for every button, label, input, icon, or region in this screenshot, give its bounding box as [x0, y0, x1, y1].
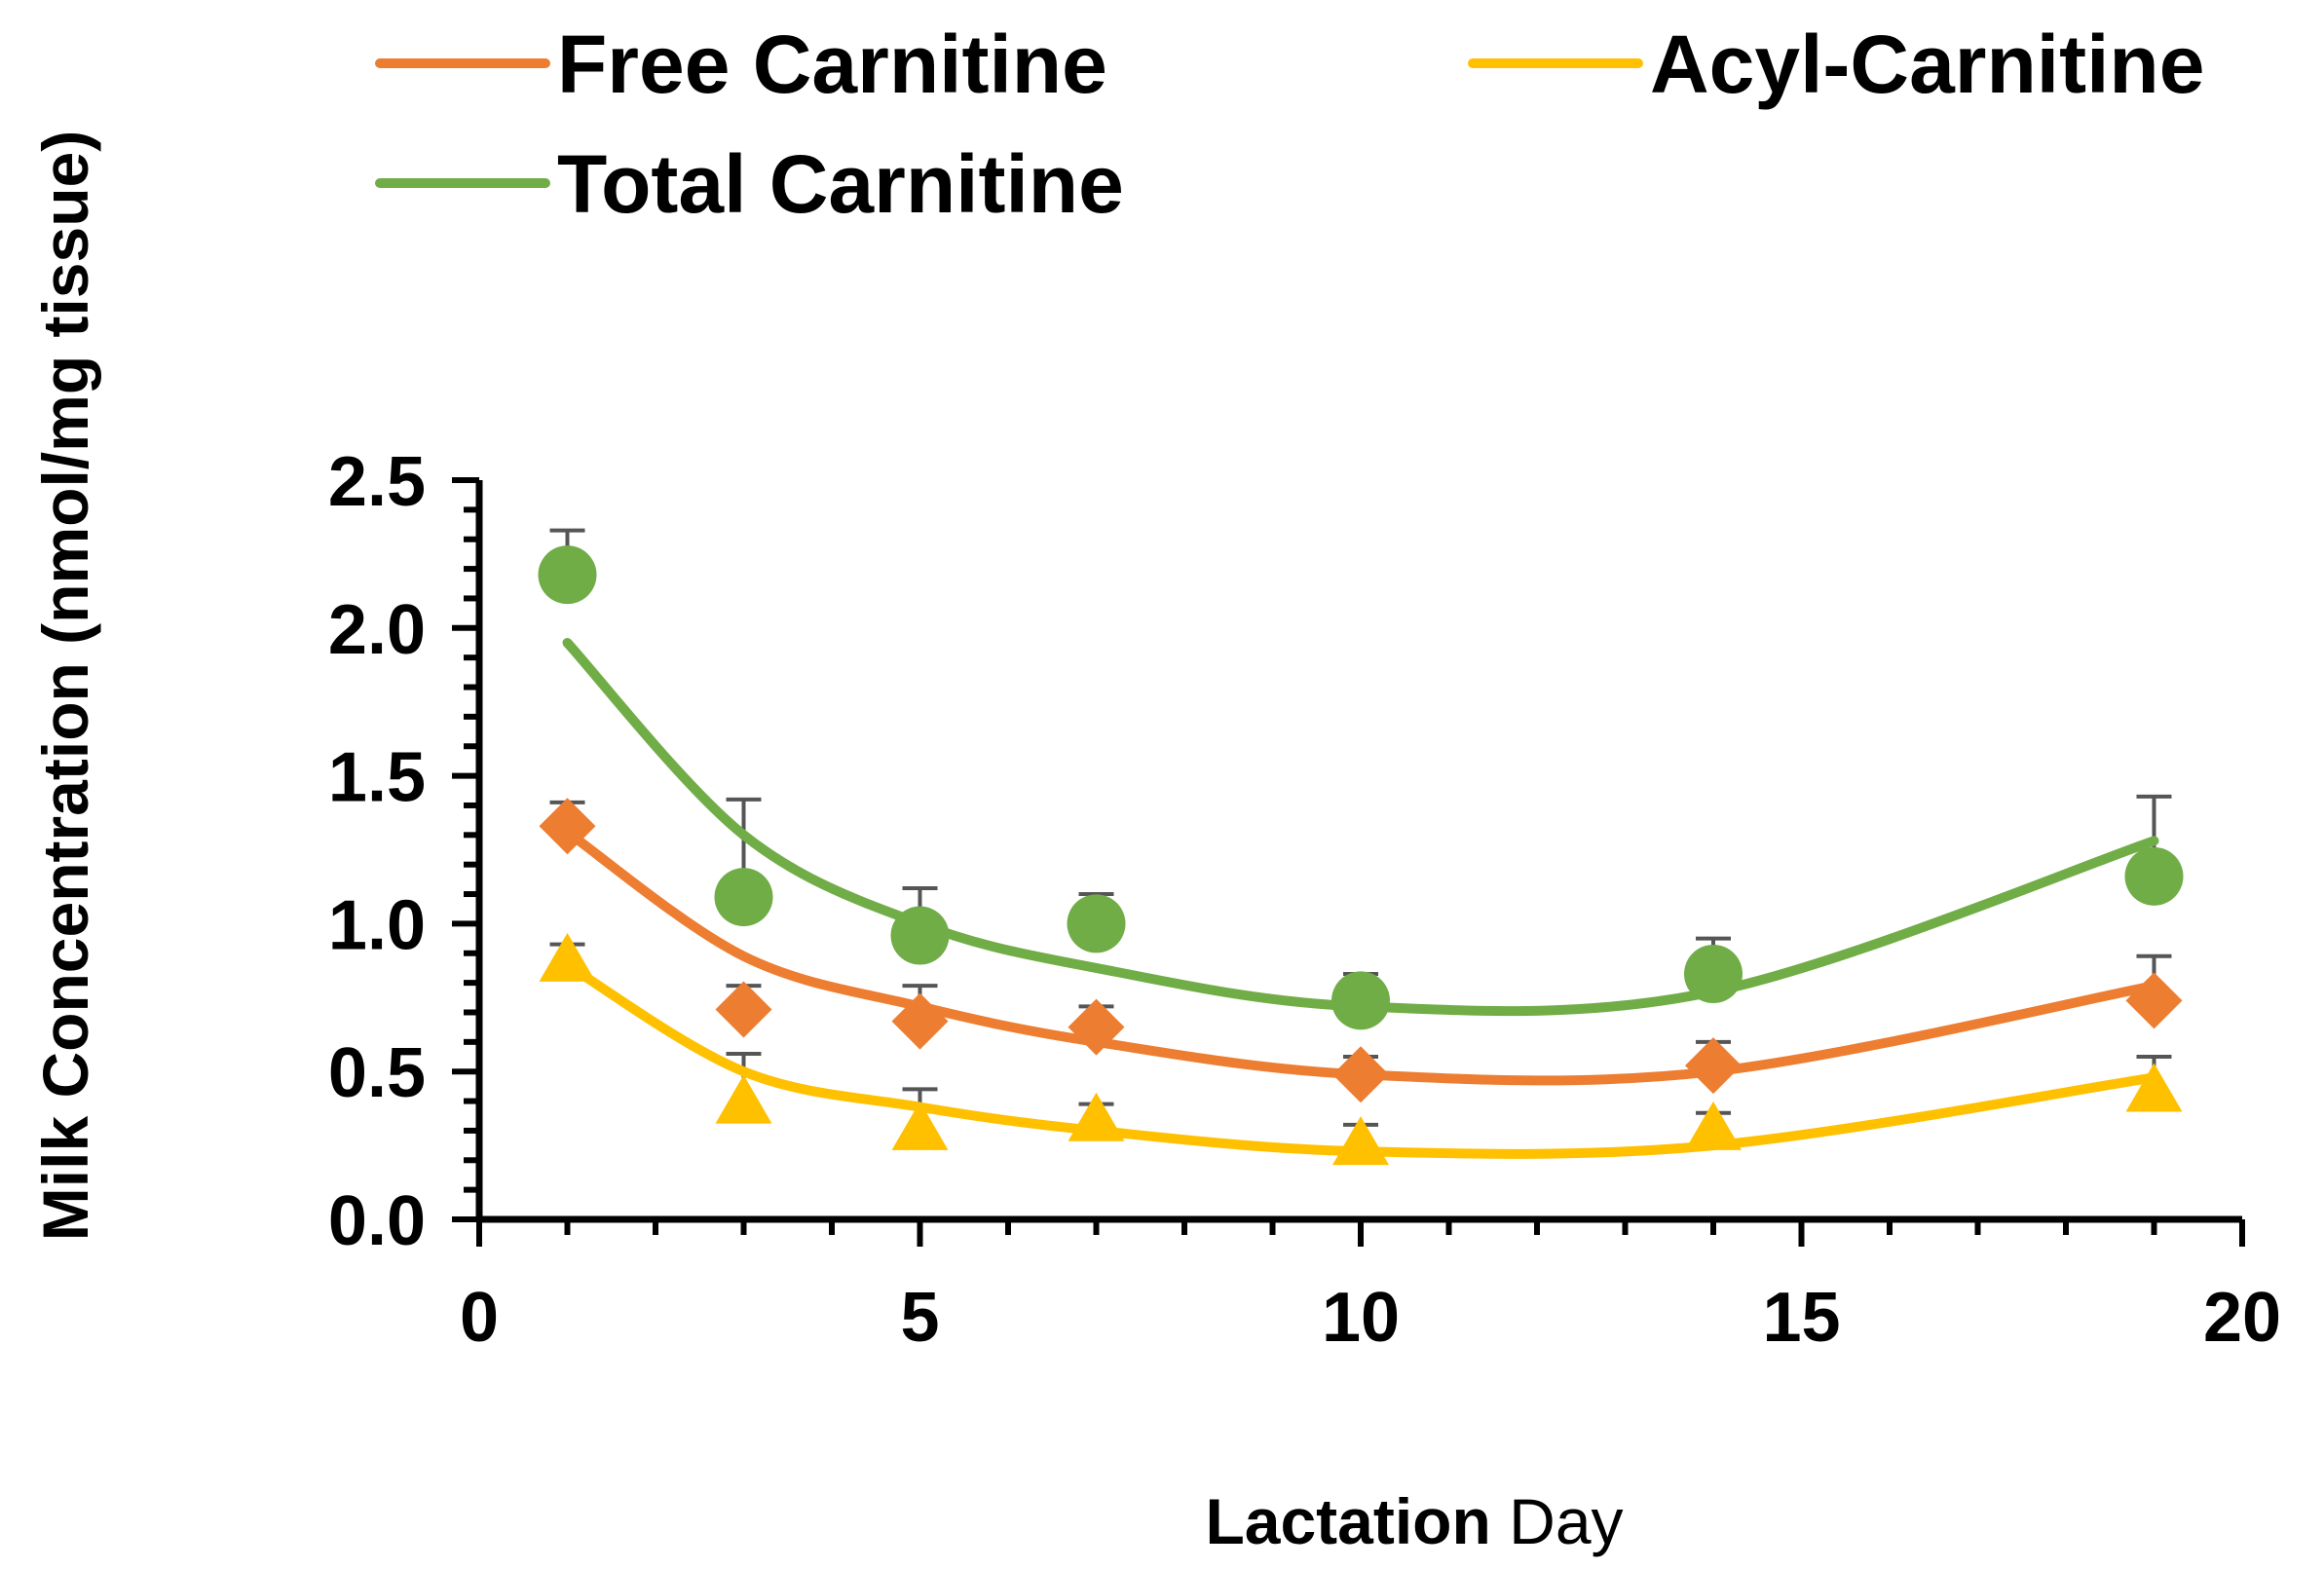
free-carnitine-point [539, 798, 596, 855]
total-carnitine-point [1684, 945, 1743, 1004]
total-carnitine-point [714, 868, 773, 927]
total-carnitine-trend-line [562, 637, 2159, 1017]
total-carnitine-point [538, 545, 597, 605]
free-carnitine-legend-label: Free Carnitine [557, 19, 1107, 110]
acyl-carnitine-point [715, 1074, 772, 1124]
y-axis-title: Milk Concentration (nmol/mg tissue) [29, 131, 101, 1241]
axes [452, 477, 2245, 1247]
acyl-carnitine-point [1685, 1101, 1742, 1150]
free-carnitine-point [1332, 1046, 1389, 1103]
trend-lines [562, 637, 2159, 1159]
y-tick-label: 0.5 [328, 1034, 426, 1112]
acyl-carnitine-point [1068, 1092, 1125, 1141]
x-axis-title-rest: Day [1491, 1485, 1624, 1557]
y-tick-label: 1.5 [328, 739, 426, 817]
x-tick-label: 10 [1322, 1279, 1400, 1357]
x-tick-label: 0 [460, 1279, 499, 1357]
x-tick-label: 20 [2203, 1279, 2281, 1357]
free-carnitine-point [891, 992, 949, 1050]
y-tick-label: 2.0 [328, 591, 426, 669]
free-carnitine-point [1685, 1037, 1742, 1095]
free-carnitine-point [715, 981, 772, 1038]
total-carnitine-point [890, 906, 950, 965]
acyl-carnitine-legend-label: Acyl-Carnitine [1650, 19, 2204, 110]
total-carnitine-point [2124, 846, 2184, 906]
x-tick-label: 15 [1762, 1279, 1840, 1357]
free-carnitine-point [1068, 998, 1125, 1056]
y-tick-label: 1.0 [328, 886, 426, 964]
acyl-carnitine-trend-line [562, 959, 2159, 1159]
y-tick-label: 2.5 [328, 443, 426, 521]
acyl-carnitine-point [2125, 1063, 2183, 1112]
total-carnitine-point [1067, 894, 1126, 953]
legend: Free Carnitine Acyl-Carnitine Total Carnit… [375, 19, 2204, 230]
free-carnitine-point [2125, 972, 2183, 1029]
y-tick-label: 0.0 [328, 1182, 426, 1260]
acyl-carnitine-point [539, 932, 596, 982]
total-carnitine-point [1331, 971, 1390, 1030]
x-tick-label: 5 [900, 1279, 939, 1357]
acyl-carnitine-point [1332, 1116, 1389, 1166]
x-axis-title: Lactation Day [1205, 1485, 1623, 1557]
data-markers [538, 545, 2184, 1166]
tick-labels: 0 5 10 15 20 0.0 0.5 1.0 1.5 2.0 2.5 [328, 443, 2281, 1357]
free-carnitine-trend-line [562, 827, 2159, 1086]
total-carnitine-legend-label: Total Carnitine [557, 138, 1124, 230]
acyl-carnitine-point [891, 1101, 949, 1150]
x-axis-title-bold: Lactation [1205, 1485, 1490, 1557]
